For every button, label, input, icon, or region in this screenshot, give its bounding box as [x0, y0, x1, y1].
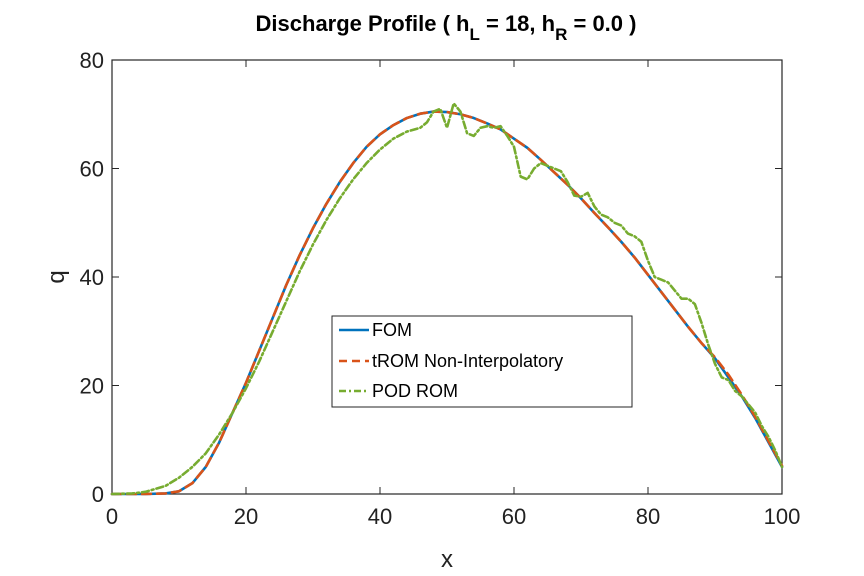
x-tick-label: 60: [502, 504, 526, 529]
y-tick-label: 40: [80, 265, 104, 290]
y-tick-label: 60: [80, 157, 104, 182]
y-tick-label: 80: [80, 48, 104, 73]
series-group: [110, 102, 784, 496]
y-axis-label: q: [43, 270, 70, 283]
legend: FOM tROM Non-Interpolatory POD ROM: [331, 315, 633, 408]
y-tick-label: 20: [80, 374, 104, 399]
legend-label-fom: FOM: [372, 320, 412, 340]
plot-area: [111, 59, 783, 495]
x-tick-label: 20: [234, 504, 258, 529]
legend-box: [331, 315, 633, 408]
chart-title: Discharge Profile ( hL = 18, hR = 0.0 ): [256, 11, 637, 44]
x-tick-label: 80: [636, 504, 660, 529]
x-tick-label: 0: [106, 504, 118, 529]
y-axis: 0 20 40 60 80: [80, 48, 782, 507]
x-tick-label: 40: [368, 504, 392, 529]
legend-label-pod: POD ROM: [372, 381, 458, 401]
series-line-trom: [110, 110, 784, 496]
legend-label-trom: tROM Non-Interpolatory: [372, 351, 563, 371]
x-axis-label: x: [441, 546, 453, 573]
y-tick-label: 0: [92, 482, 104, 507]
x-tick-label: 100: [764, 504, 801, 529]
x-axis: 0 20 40 60 80 100: [106, 60, 800, 529]
series-line-pod-rom: [110, 102, 784, 496]
